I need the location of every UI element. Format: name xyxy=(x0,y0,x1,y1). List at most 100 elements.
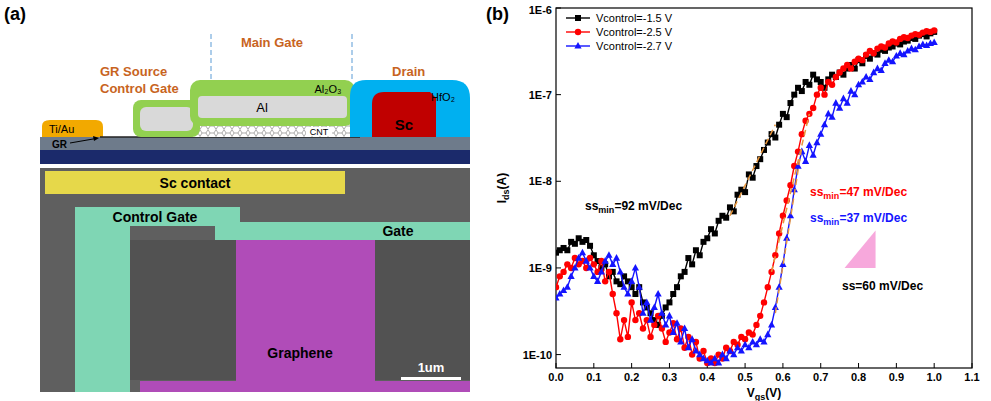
x-tick xyxy=(745,363,746,368)
legend-label: Vcontrol=-1.5 V xyxy=(596,12,673,24)
text-part: ss xyxy=(585,199,599,213)
data-point xyxy=(591,261,597,267)
data-point xyxy=(832,99,839,106)
sem-image xyxy=(40,168,470,392)
panel-label: (a) xyxy=(4,4,26,24)
text-part: min xyxy=(823,191,839,201)
data-point xyxy=(726,347,733,354)
text-part: =47 mV/Dec xyxy=(839,185,907,199)
x-tick xyxy=(782,363,783,368)
data-point xyxy=(586,264,593,271)
data-point xyxy=(730,351,737,358)
data-point xyxy=(711,355,718,362)
text-part: (V) xyxy=(765,386,781,400)
main-gate-metal xyxy=(198,96,347,118)
data-point xyxy=(609,260,616,267)
y-tick-label: 1E-7 xyxy=(529,89,552,101)
region-label: Control Gate xyxy=(100,81,179,96)
divider xyxy=(352,34,353,80)
hfo2-layer xyxy=(350,80,470,137)
data-point xyxy=(723,215,729,221)
region-label: Gate xyxy=(382,223,413,239)
scale-bar-label: 1um xyxy=(418,360,445,375)
data-point xyxy=(821,121,828,128)
x-tick xyxy=(896,363,897,368)
data-point xyxy=(666,299,672,305)
x-tick-label: 1.1 xyxy=(964,371,979,383)
data-point xyxy=(787,212,794,219)
data-point xyxy=(583,257,590,264)
fit-line xyxy=(775,147,801,313)
material-label: Ti/Au xyxy=(49,123,74,135)
y-tick xyxy=(556,181,561,182)
x-tick-label: 0.0 xyxy=(548,371,563,383)
divider xyxy=(211,34,212,82)
legend-label: Vcontrol=-2.7 V xyxy=(596,40,673,52)
x-tick-label: 0.6 xyxy=(775,371,790,383)
data-point xyxy=(806,82,812,88)
x-tick xyxy=(820,363,821,368)
data-point xyxy=(866,75,873,82)
data-point xyxy=(829,82,835,88)
data-point xyxy=(624,290,631,297)
gate-region xyxy=(215,222,470,240)
annotation: ssmin=92 mV/Dec xyxy=(585,199,682,215)
data-point xyxy=(828,113,835,120)
data-point xyxy=(765,284,771,290)
data-point xyxy=(632,291,638,297)
ti-au-contact xyxy=(42,120,103,137)
data-point xyxy=(818,79,824,85)
region-label: GR Source xyxy=(100,64,167,79)
data-point xyxy=(859,57,865,63)
data-point xyxy=(583,237,589,243)
data-point xyxy=(628,299,634,305)
material-label: GR xyxy=(52,139,68,150)
data-point xyxy=(931,38,938,45)
region-label: Sc contact xyxy=(160,175,231,191)
data-point xyxy=(572,241,578,247)
data-point xyxy=(749,331,755,337)
data-point xyxy=(568,272,575,279)
legend-entry: Vcontrol=-2.5 V xyxy=(566,26,673,38)
data-point xyxy=(579,249,586,256)
text-part: min xyxy=(823,217,839,227)
data-point xyxy=(847,87,854,94)
region-label: Main Gate xyxy=(241,35,303,50)
data-point xyxy=(818,85,824,91)
data-point xyxy=(878,66,885,73)
graphene-region xyxy=(236,240,375,383)
data-point xyxy=(745,344,752,351)
data-point xyxy=(571,264,578,271)
data-point xyxy=(606,269,612,275)
legend-label: Vcontrol=-2.5 V xyxy=(596,26,673,38)
text-part: ss xyxy=(810,185,824,199)
data-point xyxy=(768,321,775,328)
figure: (a)Main GateGR SourceControl GateDrainTi… xyxy=(0,0,991,401)
control-gate-region xyxy=(75,207,130,392)
data-point xyxy=(628,277,635,284)
x-axis-title: Vgs(V) xyxy=(747,386,782,401)
legend-entry: Vcontrol=-2.7 V xyxy=(566,40,673,52)
x-tick-label: 0.4 xyxy=(700,371,716,383)
data-point xyxy=(715,359,722,366)
x-tick-label: 0.8 xyxy=(851,371,866,383)
data-point xyxy=(662,321,669,328)
data-point xyxy=(673,319,680,326)
data-point xyxy=(598,268,605,275)
legend-entry: Vcontrol=-1.5 V xyxy=(566,12,673,24)
y-axis-title: Ids(A) xyxy=(495,173,511,204)
text-part: gs xyxy=(755,392,766,401)
data-point xyxy=(712,230,718,236)
data-point xyxy=(594,277,601,284)
data-point xyxy=(610,291,616,297)
data-point xyxy=(651,303,658,310)
x-tick xyxy=(858,363,859,368)
legend-marker xyxy=(575,29,581,35)
annotation: ssmin=37 mV/Dec xyxy=(810,211,907,227)
data-point xyxy=(670,328,677,335)
fit-line xyxy=(730,125,775,216)
material-label: Sc xyxy=(395,116,413,133)
data-point xyxy=(738,347,745,354)
data-point xyxy=(723,355,730,362)
data-point xyxy=(685,255,691,261)
